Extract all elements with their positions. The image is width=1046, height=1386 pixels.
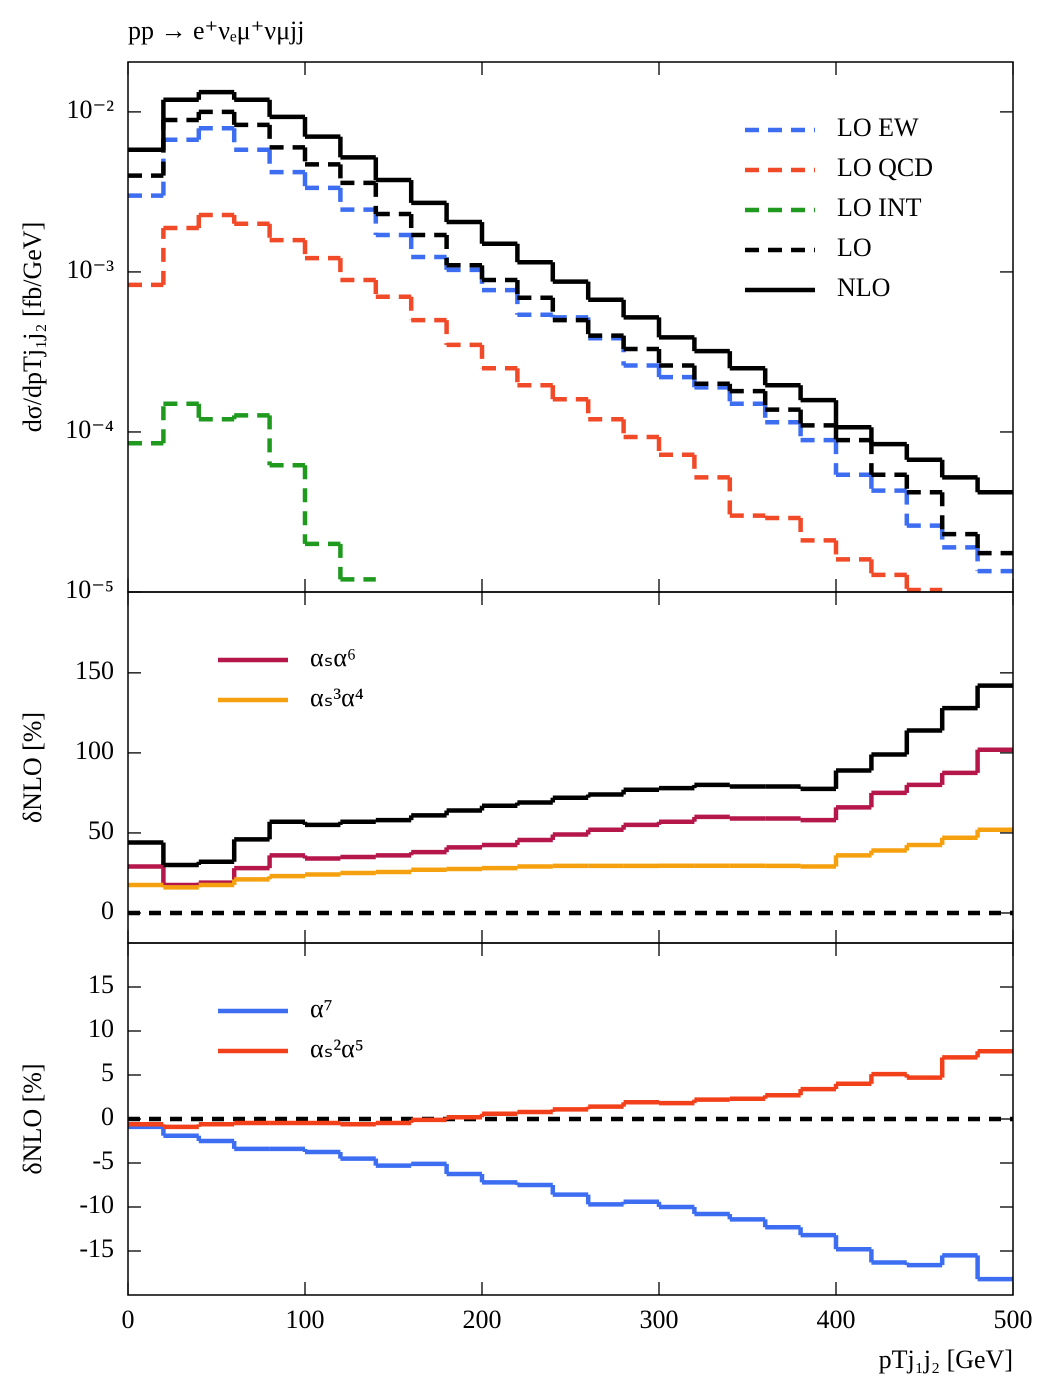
y-tick-label: 0 (101, 896, 114, 925)
y-tick-label: 150 (75, 656, 114, 685)
chart-title: pp → e⁺νₑμ⁺νμjj (128, 16, 305, 45)
x-tick-label: 0 (122, 1305, 135, 1334)
legend-label: αₛ³α⁴ (310, 683, 364, 712)
plot-area (128, 683, 1013, 916)
legend-label: LO EW (837, 113, 919, 142)
y-tick-label: 10⁻² (66, 95, 114, 124)
y-tick-label: -10 (79, 1190, 114, 1219)
y-tick-label: 10⁻⁴ (65, 415, 114, 444)
y-tick-label: 100 (75, 736, 114, 765)
x-tick-label: 300 (640, 1305, 679, 1334)
y-tick-label: -15 (79, 1234, 114, 1263)
legend-label: NLO (837, 273, 890, 302)
legend-label: αₛα⁶ (310, 643, 356, 672)
legend-label: LO QCD (837, 153, 933, 182)
x-axis-label: pTj₁j₂ [GeV] (879, 1345, 1013, 1374)
y-axis-label: δNLO [%] (18, 1063, 47, 1174)
x-tick-label: 500 (994, 1305, 1033, 1334)
legend-label: α⁷ (310, 994, 333, 1023)
y-tick-label: 50 (88, 816, 114, 845)
legend-label: αₛ²α⁵ (310, 1034, 364, 1063)
y-axis-label: δNLO [%] (18, 712, 47, 823)
y-tick-label: 15 (88, 970, 114, 999)
legend-label: LO (837, 233, 872, 262)
y-tick-label: -5 (92, 1146, 114, 1175)
y-axis-label: dσ/dpTj₁j₂ [fb/GeV] (18, 222, 47, 433)
legend-label: LO INT (837, 193, 922, 222)
x-tick-label: 100 (286, 1305, 325, 1334)
plot-area (128, 89, 1013, 592)
x-tick-label: 200 (463, 1305, 502, 1334)
y-tick-label: 10 (88, 1014, 114, 1043)
y-tick-label: 10⁻⁵ (65, 575, 114, 604)
y-tick-label: 0 (101, 1102, 114, 1131)
y-tick-label: 10⁻³ (66, 255, 114, 284)
x-tick-label: 400 (817, 1305, 856, 1334)
plot-area (128, 1048, 1013, 1282)
panel-frame (127, 591, 1014, 944)
y-tick-label: 5 (101, 1058, 114, 1087)
panel-frame (127, 942, 1014, 1296)
